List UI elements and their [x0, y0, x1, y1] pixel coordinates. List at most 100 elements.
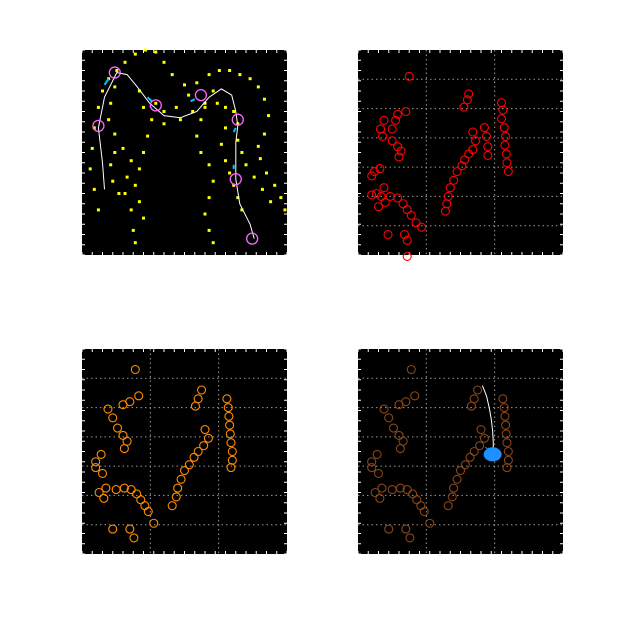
data-point [499, 123, 509, 133]
boundary-dot [207, 228, 211, 232]
red-points-panel [357, 49, 564, 262]
boundary-dot [162, 110, 166, 113]
boundary-dot [131, 228, 135, 232]
boundary-dot [170, 73, 174, 77]
data-point [369, 166, 379, 177]
boundary-dot [142, 105, 145, 109]
data-point [203, 433, 213, 443]
boundary-dot [96, 105, 100, 109]
tick-marks [357, 49, 564, 256]
data-point [455, 465, 466, 476]
direction-vector [103, 78, 110, 86]
boundary-dot [183, 83, 186, 87]
data-point [118, 400, 128, 410]
boundary-dot [133, 52, 137, 56]
data-point [395, 444, 405, 454]
boundary-dot [115, 69, 119, 72]
data-point [479, 123, 489, 133]
boundary-dot [203, 212, 207, 216]
boundary-dot [211, 89, 215, 93]
data-point [101, 483, 111, 493]
data-point [225, 420, 235, 430]
data-point [395, 483, 405, 493]
boundary-dot [133, 241, 137, 245]
data-point [501, 429, 511, 439]
plot-area [82, 349, 287, 554]
boundary-dot [154, 101, 158, 105]
data-point [406, 364, 416, 375]
data-point [378, 131, 388, 141]
data-point [393, 109, 403, 119]
data-point [384, 524, 394, 534]
data-point [379, 183, 389, 193]
data-point [393, 193, 403, 203]
data-point [197, 385, 207, 395]
data-point [167, 501, 177, 511]
data-point [460, 155, 470, 165]
data-point [401, 106, 411, 117]
boundary-dot [215, 101, 219, 105]
boundary-dot [207, 73, 211, 77]
boundary-dot [117, 192, 121, 195]
data-point [449, 175, 459, 185]
waypoint-marker [108, 66, 121, 79]
data-point [405, 533, 415, 543]
particle-core [483, 447, 502, 462]
data-point [199, 441, 209, 451]
data-point [410, 391, 420, 401]
data-point [91, 457, 101, 467]
data-point [391, 115, 401, 125]
data-point [419, 506, 429, 517]
boundary-dot [137, 89, 141, 93]
boundary-dot [224, 105, 227, 109]
data-point [503, 446, 513, 457]
direction-vector [232, 127, 237, 133]
data-point [394, 152, 404, 162]
boundary-dot [92, 126, 96, 130]
data-point [200, 424, 210, 435]
boundary-dot [199, 118, 203, 122]
boundary-dot [256, 144, 260, 148]
data-point [501, 149, 511, 159]
boundary-dot [219, 142, 223, 146]
data-point [112, 423, 123, 433]
boundary-dot [232, 110, 236, 113]
boundary-dot [236, 138, 240, 142]
data-point [171, 492, 181, 502]
data-point [173, 483, 183, 493]
boundary-dot [262, 97, 266, 101]
boundary-dot [121, 146, 125, 150]
boundary-dot [273, 183, 277, 187]
data-point [479, 433, 489, 443]
data-point [501, 131, 511, 141]
boundary-dot [244, 163, 248, 167]
data-point [502, 463, 512, 473]
boundary-dot [260, 187, 264, 191]
direction-vector [190, 98, 196, 103]
brown-points-panel [357, 348, 564, 555]
data-point [468, 127, 478, 137]
data-point [125, 524, 135, 534]
data-layer [367, 364, 513, 543]
data-point [143, 506, 153, 517]
data-point [404, 71, 414, 81]
data-point [399, 229, 410, 240]
data-point [500, 411, 510, 421]
data-point [108, 524, 118, 534]
data-point [377, 483, 387, 493]
data-point [387, 136, 397, 146]
data-point [449, 483, 459, 493]
data-point [367, 171, 377, 181]
data-point [445, 183, 455, 193]
trajectory-path [97, 72, 255, 239]
data-point [384, 413, 394, 423]
boundary-dot [113, 132, 117, 136]
data-point [179, 465, 190, 476]
boundary-dot [238, 73, 242, 77]
data-point [466, 401, 476, 411]
boundary-dot [191, 110, 195, 113]
particle-cluster [483, 446, 502, 462]
boundary-dot [109, 163, 113, 167]
data-point [134, 391, 144, 401]
